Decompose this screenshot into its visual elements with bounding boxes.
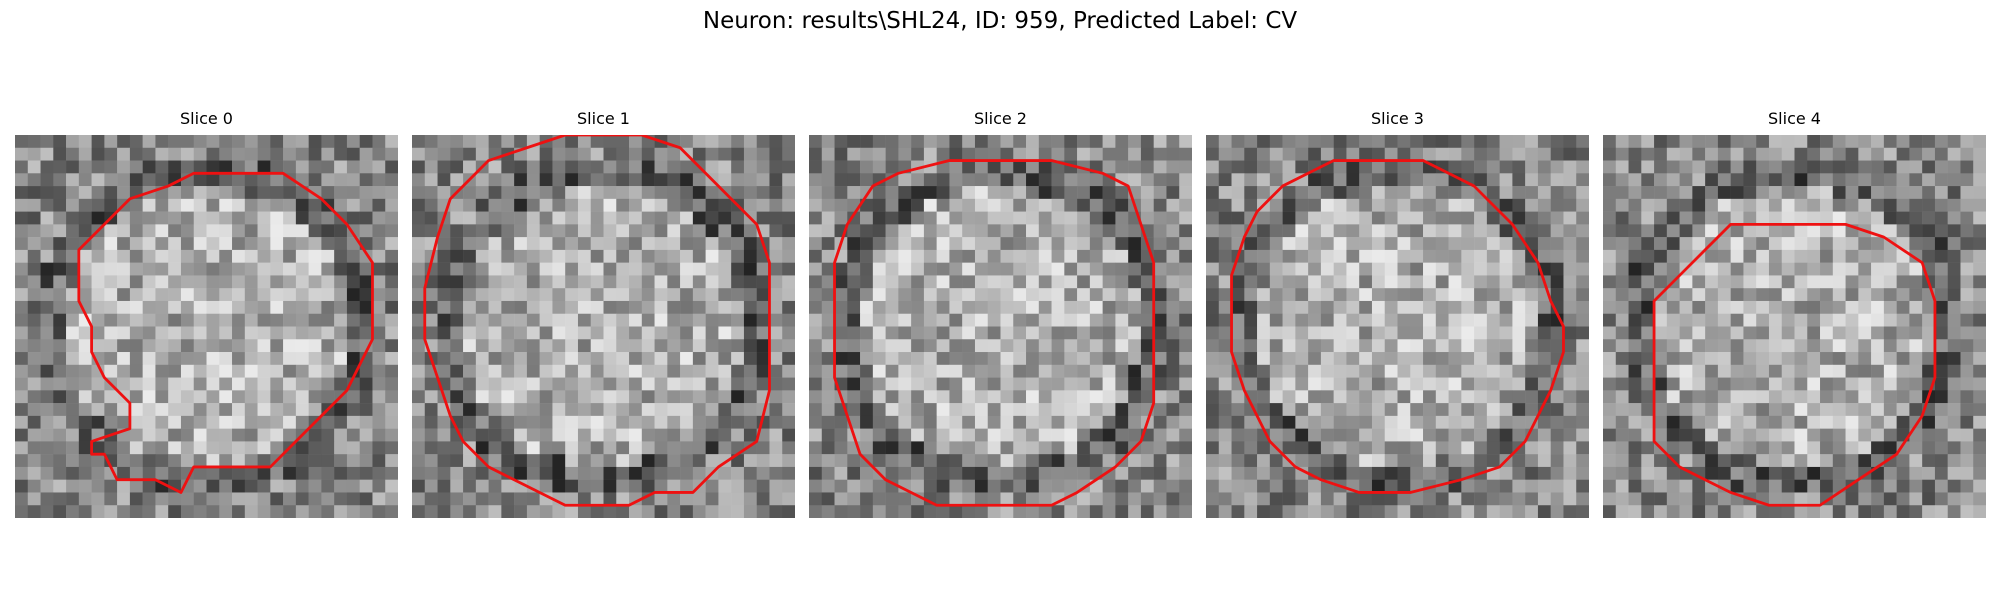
slice-panel-1: Slice 1 — [412, 108, 795, 518]
slice-panel-4: Slice 4 — [1603, 108, 1986, 518]
slice-panel-2: Slice 2 — [809, 108, 1192, 518]
slice-image-1 — [412, 135, 795, 518]
pixel-grid — [1603, 135, 1986, 518]
slice-image-4 — [1603, 135, 1986, 518]
figure-title: Neuron: results\SHL24, ID: 959, Predicte… — [702, 8, 1298, 34]
pixel-grid — [412, 135, 795, 518]
pixel-grid — [15, 135, 398, 518]
segmentation-contour — [77, 171, 374, 494]
slice-title-0: Slice 0 — [180, 109, 233, 128]
segmentation-contour — [1230, 159, 1565, 494]
segmentation-contour — [1652, 222, 1937, 507]
slice-title-1: Slice 1 — [577, 109, 630, 128]
slice-image-0 — [15, 135, 398, 518]
slice-title-2: Slice 2 — [974, 109, 1027, 128]
pixel-grid — [1206, 135, 1589, 518]
slice-panel-0: Slice 0 — [15, 108, 398, 518]
slice-panel-3: Slice 3 — [1206, 108, 1589, 518]
slice-title-3: Slice 3 — [1371, 109, 1424, 128]
segmentation-contour — [423, 135, 771, 507]
pixel-grid — [809, 135, 1192, 518]
segmentation-contour — [833, 159, 1156, 507]
slice-image-3 — [1206, 135, 1589, 518]
slice-image-2 — [809, 135, 1192, 518]
slice-title-4: Slice 4 — [1768, 109, 1821, 128]
